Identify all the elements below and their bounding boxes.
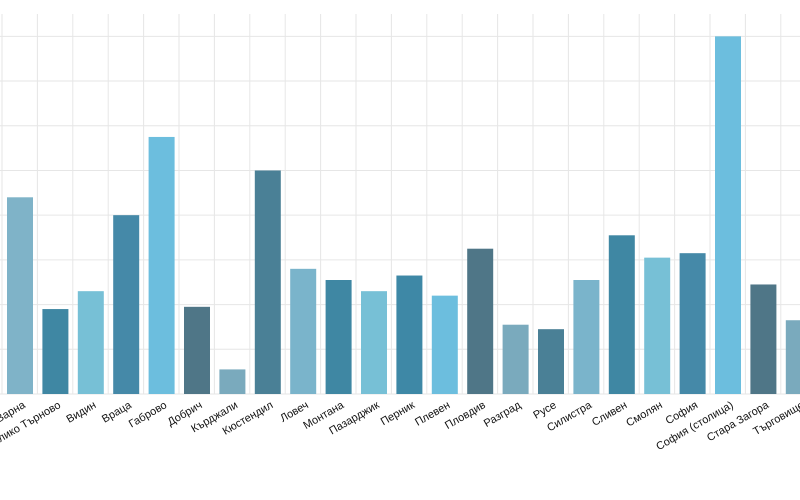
bar[interactable] [396, 275, 423, 394]
x-tick-label: Смолян [624, 399, 665, 429]
bar[interactable] [538, 329, 564, 394]
bar[interactable] [431, 295, 458, 394]
bar[interactable] [254, 170, 281, 394]
bar[interactable] [644, 257, 671, 394]
x-tick-label: Габрово [127, 399, 169, 430]
bar[interactable] [290, 268, 317, 394]
bar[interactable] [502, 324, 529, 394]
bar[interactable] [7, 197, 33, 394]
chart-bars [7, 36, 800, 395]
bar[interactable] [573, 280, 600, 394]
bar[interactable] [715, 36, 741, 395]
bar[interactable] [148, 136, 175, 395]
bar[interactable] [113, 215, 140, 394]
bar[interactable] [42, 309, 69, 394]
bar[interactable] [467, 248, 494, 394]
bar[interactable] [219, 369, 246, 394]
x-tick-label: Разград [482, 399, 524, 430]
bar[interactable] [184, 306, 210, 394]
x-tick-label: Сливен [590, 399, 629, 429]
bar[interactable] [325, 280, 352, 394]
bar[interactable] [361, 291, 387, 394]
bar[interactable] [608, 235, 635, 394]
bar[interactable] [77, 291, 104, 394]
x-tick-label: Пловдив [443, 399, 488, 432]
x-tick-label: Видин [64, 399, 98, 425]
x-tick-label: Перник [379, 399, 417, 428]
chart-grid [0, 14, 800, 395]
bar[interactable] [679, 253, 706, 394]
bar[interactable] [785, 320, 800, 394]
bar[interactable] [750, 284, 777, 394]
